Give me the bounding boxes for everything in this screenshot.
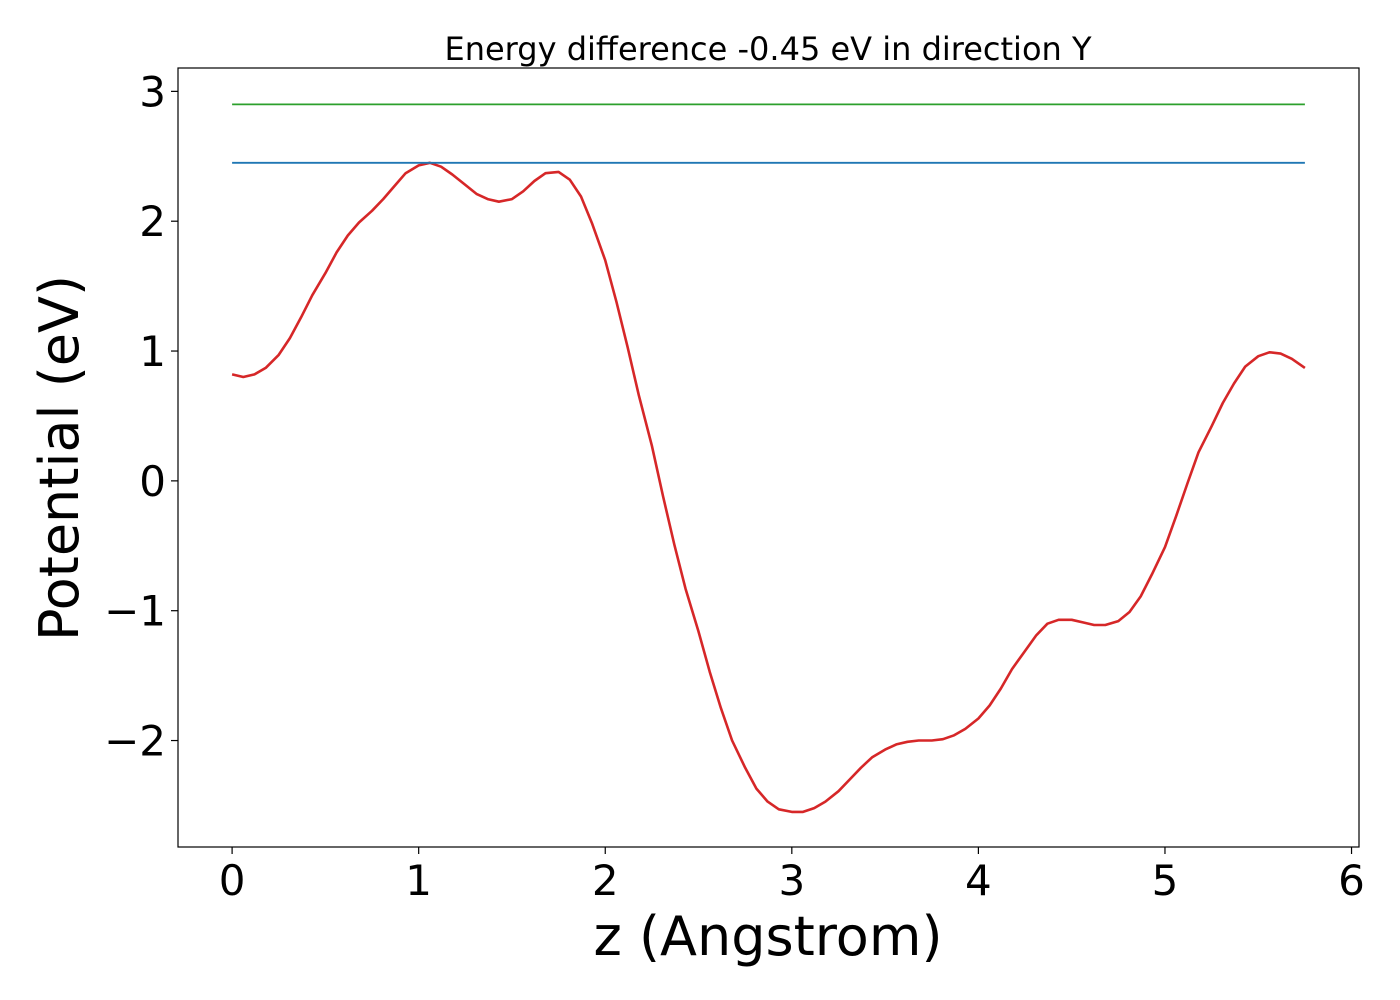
- x-tick-label: 4: [965, 856, 992, 905]
- x-tick-label: 5: [1152, 856, 1179, 905]
- y-tick-label: 3: [139, 67, 166, 116]
- x-tick-label: 2: [592, 856, 619, 905]
- y-tick-label: 2: [139, 197, 166, 246]
- x-tick-label: 0: [219, 856, 246, 905]
- x-tick-label: 3: [778, 856, 805, 905]
- x-axis: 0 1 2 3 4 5 6: [219, 847, 1365, 905]
- y-axis-label: Potential (eV): [28, 275, 91, 641]
- chart-title: Energy difference -0.45 eV in direction …: [444, 30, 1091, 68]
- y-axis: −2 −1 0 1 2 3: [104, 67, 178, 766]
- y-tick-label: 0: [139, 457, 166, 506]
- x-tick-label: 1: [405, 856, 432, 905]
- y-tick-label: −2: [104, 717, 166, 766]
- y-tick-label: −1: [104, 587, 166, 636]
- axes-frame: [177, 67, 1360, 848]
- x-axis-label: z (Angstrom): [593, 905, 942, 968]
- x-tick-label: 6: [1338, 856, 1365, 905]
- plot-area: [231, 103, 1306, 814]
- series-line-0: [231, 161, 1306, 814]
- y-tick-label: 1: [139, 327, 166, 376]
